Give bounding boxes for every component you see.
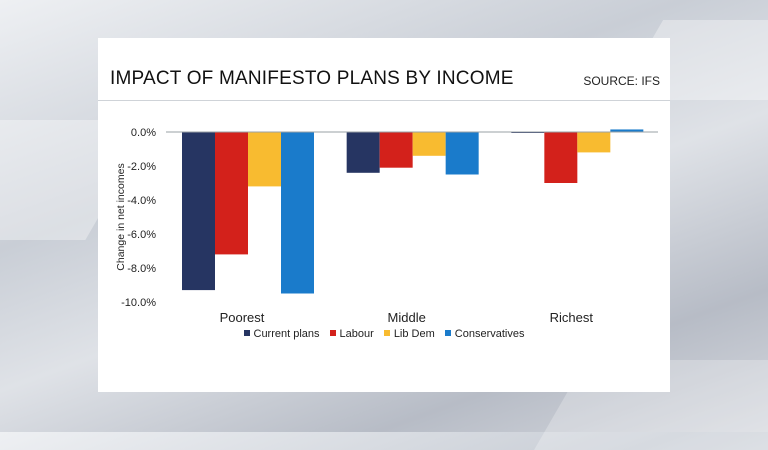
- bar-lib-dem: [248, 132, 281, 187]
- legend-item: Lib Dem: [383, 328, 435, 340]
- y-tick-label: -6.0%: [127, 229, 156, 241]
- bar-current-plans: [346, 132, 380, 173]
- source-label: SOURCE: IFS: [583, 74, 660, 88]
- chart-header: IMPACT OF MANIFESTO PLANS BY INCOME SOUR…: [98, 38, 670, 101]
- bar-current-plans: [182, 132, 215, 291]
- legend-label: Labour: [339, 328, 374, 340]
- y-axis-label: Change in net incomes: [115, 163, 127, 270]
- x-category-label: Richest: [550, 310, 594, 325]
- bar-lib-dem: [577, 132, 611, 153]
- bar-conservatives: [610, 129, 644, 132]
- legend-label: Current plans: [253, 328, 320, 340]
- bar-labour: [215, 132, 248, 255]
- y-tick-label: -4.0%: [127, 195, 156, 207]
- y-tick-label: -2.0%: [127, 161, 156, 173]
- bar-conservatives: [281, 132, 314, 294]
- bar-chart: Change in net incomes 0.0% -2.0% -4.0% -6.0%…: [115, 127, 658, 325]
- legend-label: Lib Dem: [393, 328, 435, 340]
- y-tick-label: -8.0%: [127, 263, 156, 275]
- x-category-label: Poorest: [220, 310, 265, 325]
- legend-swatch: [243, 330, 250, 336]
- legend-swatch: [383, 330, 390, 336]
- x-category-label: Middle: [388, 310, 426, 325]
- bar-conservatives: [445, 132, 479, 175]
- y-tick-label: 0.0%: [131, 127, 156, 139]
- bar-labour: [544, 132, 578, 183]
- y-tick-label: -10.0%: [121, 297, 156, 309]
- legend-swatch: [329, 330, 336, 336]
- legend-item: Current plans: [243, 328, 320, 340]
- bar-labour: [379, 132, 413, 168]
- chart-card: IMPACT OF MANIFESTO PLANS BY INCOME SOUR…: [98, 38, 670, 392]
- legend-swatch: [444, 330, 451, 336]
- chart-title: IMPACT OF MANIFESTO PLANS BY INCOME: [110, 68, 514, 89]
- legend-item: Conservatives: [444, 328, 525, 340]
- chart-legend: Current plans Labour Lib Dem Conservatives: [98, 328, 670, 340]
- bar-lib-dem: [412, 132, 446, 156]
- legend-item: Labour: [329, 328, 374, 340]
- legend-label: Conservatives: [454, 328, 525, 340]
